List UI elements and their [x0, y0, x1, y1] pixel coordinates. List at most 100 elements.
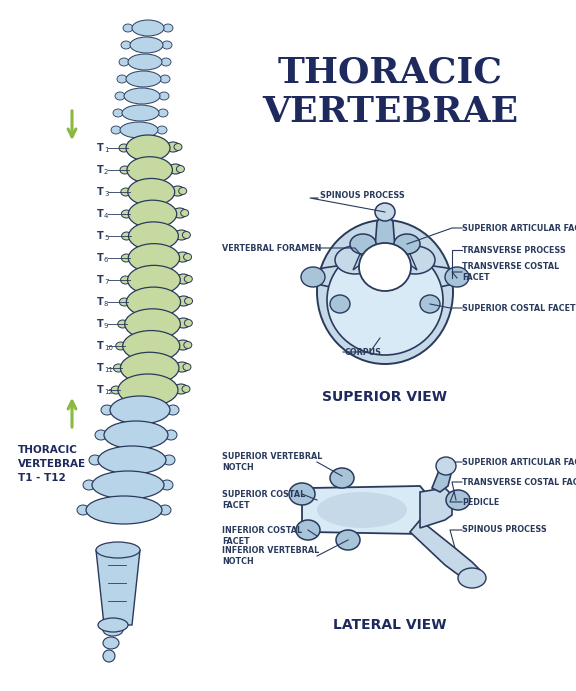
Ellipse shape [113, 364, 123, 372]
Text: TRANSVERSE COSTAL FACET: TRANSVERSE COSTAL FACET [462, 477, 576, 486]
Text: T: T [97, 363, 104, 373]
Ellipse shape [98, 446, 166, 474]
Ellipse shape [163, 24, 173, 32]
Ellipse shape [127, 157, 172, 183]
Text: T: T [97, 319, 104, 329]
Ellipse shape [330, 295, 350, 313]
Ellipse shape [101, 405, 113, 415]
Ellipse shape [182, 386, 190, 392]
Polygon shape [390, 248, 417, 270]
Polygon shape [420, 264, 457, 287]
Ellipse shape [112, 469, 148, 475]
Ellipse shape [128, 244, 180, 272]
Ellipse shape [176, 166, 184, 173]
Text: 2: 2 [104, 169, 108, 175]
Polygon shape [302, 486, 425, 534]
Ellipse shape [95, 430, 107, 440]
Text: TRANSVERSE PROCESS: TRANSVERSE PROCESS [462, 245, 566, 254]
Text: 12: 12 [104, 388, 113, 395]
Ellipse shape [107, 495, 145, 500]
Ellipse shape [166, 142, 180, 152]
Ellipse shape [141, 200, 163, 207]
Ellipse shape [139, 332, 165, 339]
Ellipse shape [126, 71, 161, 87]
Polygon shape [313, 264, 350, 287]
Ellipse shape [96, 542, 140, 558]
Ellipse shape [126, 287, 180, 317]
Ellipse shape [86, 496, 162, 524]
Text: THORACIC
VERTEBRAE
T1 - T12: THORACIC VERTEBRAE T1 - T12 [18, 445, 86, 483]
Ellipse shape [289, 483, 315, 505]
Text: THORACIC: THORACIC [278, 55, 502, 89]
Ellipse shape [330, 468, 354, 488]
Ellipse shape [139, 155, 159, 162]
Text: INFERIOR VERTEBRAL
NOTCH: INFERIOR VERTEBRAL NOTCH [222, 546, 319, 566]
Ellipse shape [123, 330, 180, 361]
Ellipse shape [103, 637, 119, 649]
Text: SPINOUS PROCESS: SPINOUS PROCESS [320, 191, 405, 200]
Ellipse shape [296, 520, 320, 540]
Text: 6: 6 [104, 256, 108, 263]
Ellipse shape [170, 186, 185, 196]
Ellipse shape [118, 320, 128, 328]
Ellipse shape [111, 386, 121, 394]
Ellipse shape [132, 20, 164, 36]
Ellipse shape [184, 254, 192, 261]
Ellipse shape [157, 126, 167, 134]
Ellipse shape [158, 109, 168, 117]
Ellipse shape [122, 232, 131, 240]
Text: 10: 10 [104, 345, 113, 350]
Ellipse shape [159, 505, 171, 515]
Ellipse shape [184, 298, 192, 305]
Ellipse shape [317, 492, 407, 528]
Ellipse shape [162, 41, 172, 49]
Ellipse shape [127, 265, 180, 294]
Ellipse shape [119, 58, 129, 66]
Text: PEDICLE: PEDICLE [462, 498, 499, 507]
Ellipse shape [120, 276, 131, 284]
Ellipse shape [125, 309, 180, 339]
Text: 11: 11 [104, 366, 113, 372]
Ellipse shape [119, 298, 130, 306]
Text: SPINOUS PROCESS: SPINOUS PROCESS [462, 525, 547, 535]
Ellipse shape [103, 624, 123, 636]
Ellipse shape [142, 222, 164, 229]
Text: SUPERIOR VERTEBRAL
NOTCH: SUPERIOR VERTEBRAL NOTCH [222, 452, 323, 472]
Text: T: T [97, 341, 104, 351]
Text: SUPERIOR VIEW: SUPERIOR VIEW [323, 390, 448, 404]
Ellipse shape [122, 105, 159, 121]
Polygon shape [410, 520, 480, 582]
Ellipse shape [336, 530, 360, 550]
Text: INFERIOR COSTAL
FACET: INFERIOR COSTAL FACET [222, 526, 302, 546]
Polygon shape [375, 214, 395, 248]
Ellipse shape [350, 234, 376, 254]
Ellipse shape [446, 490, 470, 510]
Text: SUPERIOR COSTAL FACET: SUPERIOR COSTAL FACET [462, 303, 575, 312]
Ellipse shape [124, 88, 160, 104]
Text: SUPERIOR COSTAL
FACET: SUPERIOR COSTAL FACET [222, 490, 305, 510]
Ellipse shape [103, 650, 115, 662]
Ellipse shape [163, 455, 175, 465]
Ellipse shape [161, 58, 171, 66]
Ellipse shape [98, 618, 128, 632]
Text: T: T [97, 209, 104, 219]
Ellipse shape [135, 375, 162, 383]
Ellipse shape [128, 222, 179, 250]
Text: T: T [97, 253, 104, 263]
Text: SUPERIOR ARTICULAR FACET: SUPERIOR ARTICULAR FACET [462, 457, 576, 466]
Ellipse shape [120, 122, 158, 138]
Ellipse shape [176, 252, 190, 262]
Ellipse shape [120, 166, 130, 174]
Ellipse shape [110, 396, 170, 424]
Text: 7: 7 [104, 278, 108, 285]
Ellipse shape [301, 267, 325, 287]
Ellipse shape [104, 421, 168, 449]
Ellipse shape [115, 92, 125, 100]
Ellipse shape [137, 354, 164, 361]
Ellipse shape [121, 188, 131, 196]
Text: 5: 5 [104, 234, 108, 240]
Ellipse shape [141, 310, 165, 316]
Ellipse shape [121, 41, 131, 49]
Polygon shape [420, 488, 452, 528]
Ellipse shape [174, 384, 188, 394]
